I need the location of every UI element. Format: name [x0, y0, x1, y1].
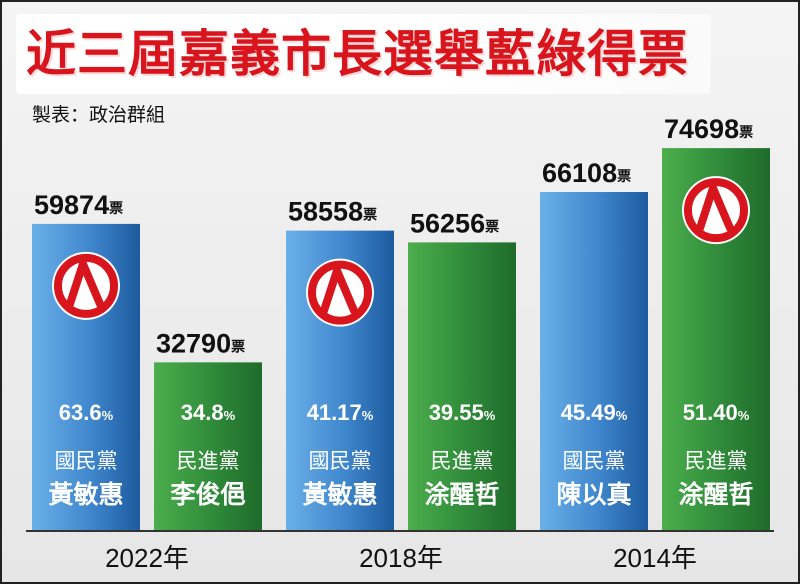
year-label: 2018年 [359, 543, 443, 573]
percent-value: 41.17 [307, 400, 362, 425]
candidate-name: 黃敏惠 [302, 480, 377, 509]
candidate-name: 涂醒哲 [424, 480, 499, 509]
percent-value: 45.49 [561, 400, 616, 425]
vote-count-label: 32790票 [156, 328, 245, 358]
vote-count-value: 58558 [288, 197, 363, 227]
year-label: 2014年 [613, 543, 697, 573]
candidate-name: 涂醒哲 [678, 480, 753, 509]
seal-ring [308, 260, 372, 325]
bar-green [408, 242, 516, 530]
percent-sign: % [102, 408, 114, 423]
bar-blue [540, 192, 648, 531]
vote-unit-label: 票 [485, 218, 499, 234]
candidate-name: 黃敏惠 [48, 480, 123, 509]
seal-mark [320, 266, 358, 315]
party-label: 國民黨 [563, 449, 626, 473]
percent-label: 45.49% [561, 400, 628, 425]
vote-count-value: 32790 [156, 328, 231, 358]
vote-count-value: 56256 [410, 208, 485, 238]
seal-mark [66, 259, 104, 308]
vote-seal-icon [52, 251, 120, 320]
bar-green [154, 362, 262, 530]
party-label: 民進黨 [431, 449, 494, 473]
year-label: 2022年 [105, 543, 189, 573]
percent-sign: % [484, 408, 496, 423]
source-note: 製表：政治群組 [32, 104, 166, 126]
vote-count-value: 74698 [664, 114, 739, 144]
percent-value: 63.6 [59, 400, 102, 425]
chart-title: 近三屆嘉義市長選舉藍綠得票 [26, 25, 689, 83]
vote-count-label: 59874票 [34, 190, 123, 220]
percent-label: 63.6% [59, 400, 114, 425]
percent-sign: % [224, 408, 236, 423]
seal-ring [684, 178, 748, 243]
vote-count-value: 66108 [542, 158, 617, 188]
vote-unit-label: 票 [109, 200, 123, 216]
percent-value: 51.40 [683, 400, 738, 425]
percent-label: 51.40% [683, 400, 750, 425]
seal-mark [696, 184, 734, 233]
title-banner: 近三屆嘉義市長選舉藍綠得票 [16, 14, 711, 94]
percent-label: 41.17% [307, 400, 374, 425]
party-label: 民進黨 [177, 449, 240, 473]
vote-count-label: 66108票 [542, 158, 631, 188]
vote-unit-label: 票 [231, 338, 245, 354]
vote-seal-icon [682, 176, 750, 245]
percent-sign: % [616, 408, 628, 423]
candidate-name: 陳以真 [556, 480, 631, 509]
vote-count-label: 58558票 [288, 197, 377, 227]
percent-sign: % [738, 408, 750, 423]
candidate-name: 李俊俋 [170, 480, 245, 509]
party-label: 民進黨 [685, 449, 748, 473]
seal-ring [54, 253, 118, 318]
percent-sign: % [362, 408, 374, 423]
percent-label: 34.8% [181, 400, 236, 425]
percent-label: 39.55% [429, 400, 496, 425]
percent-value: 34.8 [181, 400, 224, 425]
party-label: 國民黨 [55, 449, 118, 473]
vote-unit-label: 票 [363, 207, 377, 223]
percent-value: 39.55 [429, 400, 484, 425]
vote-unit-label: 票 [617, 168, 631, 184]
party-label: 國民黨 [309, 449, 372, 473]
vote-seal-icon [306, 258, 374, 327]
vote-count-label: 56256票 [410, 208, 499, 238]
vote-count-label: 74698票 [664, 114, 753, 144]
vote-count-value: 59874 [34, 190, 109, 220]
vote-unit-label: 票 [739, 124, 753, 140]
